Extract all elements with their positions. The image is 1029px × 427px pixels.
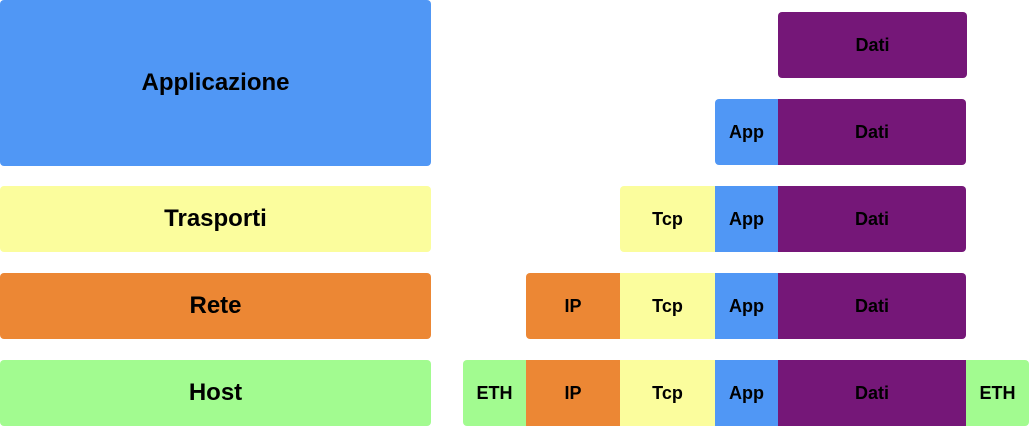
row2-data-label: Dati xyxy=(854,121,889,142)
layer-network: Rete xyxy=(0,273,431,339)
row4-app-label: App xyxy=(729,295,764,316)
row1-data-segment: Dati xyxy=(778,12,967,78)
row4-ip-header: IP xyxy=(526,273,620,339)
row4-tcp-header: Tcp xyxy=(620,273,715,339)
row5-tcp-header: Tcp xyxy=(620,360,715,426)
row4-data-segment: Dati xyxy=(778,273,966,339)
row5-ip-header: IP xyxy=(526,360,620,426)
row1-data-label: Dati xyxy=(855,34,890,55)
layer-application-label: Applicazione xyxy=(141,69,290,96)
row5-eth-trailer-label: ETH xyxy=(979,382,1016,403)
row3-app-label: App xyxy=(729,208,764,229)
row2-app-label: App xyxy=(729,121,764,142)
layer-host-label: Host xyxy=(188,379,243,406)
layer-transport: Trasporti xyxy=(0,186,431,252)
layer-host: Host xyxy=(0,360,431,426)
row5-data-segment: Dati xyxy=(778,360,966,426)
layer-application: Applicazione xyxy=(0,0,431,166)
row3-tcp-label: Tcp xyxy=(652,208,683,229)
layer-network-label: Rete xyxy=(189,292,242,319)
row4-ip-label: IP xyxy=(564,295,582,316)
row5-eth-trailer: ETH xyxy=(966,360,1029,426)
row3-tcp-header: Tcp xyxy=(620,186,715,252)
row3-data-segment: Dati xyxy=(778,186,966,252)
row2-app-header: App xyxy=(715,99,778,165)
layer-transport-label: Trasporti xyxy=(164,205,267,232)
row5-app-label: App xyxy=(729,382,764,403)
row2-data-segment: Dati xyxy=(778,99,966,165)
row3-app-header: App xyxy=(715,186,778,252)
row4-data-label: Dati xyxy=(854,295,889,316)
row5-eth-header: ETH xyxy=(463,360,526,426)
row3-data-label: Dati xyxy=(854,208,889,229)
row4-tcp-label: Tcp xyxy=(652,295,683,316)
row5-data-label: Dati xyxy=(854,382,889,403)
row5-tcp-label: Tcp xyxy=(652,382,683,403)
row5-ip-label: IP xyxy=(564,382,582,403)
row5-eth-header-label: ETH xyxy=(476,382,513,403)
row5-app-header: App xyxy=(715,360,778,426)
row4-app-header: App xyxy=(715,273,778,339)
